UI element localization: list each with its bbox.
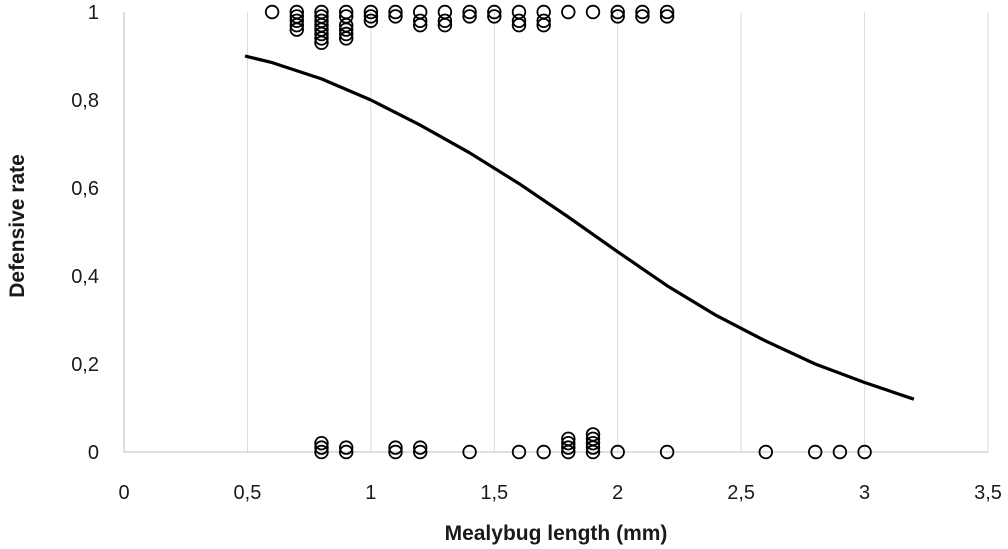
y-tick-label: 0,4 <box>71 266 99 288</box>
data-point <box>388 9 403 24</box>
data-point <box>635 9 650 24</box>
data-point <box>462 444 477 460</box>
data-point <box>511 18 527 33</box>
x-tick-label: 0 <box>118 482 129 504</box>
data-point <box>511 13 527 28</box>
data-point <box>264 4 280 20</box>
x-tick-label: 0,5 <box>234 482 262 504</box>
data-point <box>363 4 379 20</box>
x-axis-title: Mealybug length (mm) <box>445 522 668 545</box>
x-tick-label: 1,5 <box>480 482 508 504</box>
data-point <box>585 4 601 20</box>
data-point <box>536 18 551 33</box>
data-point <box>413 13 428 28</box>
gridlines <box>246 12 989 452</box>
data-point <box>808 444 823 460</box>
data-point <box>413 440 428 455</box>
data-point <box>339 26 354 42</box>
data-point <box>289 18 305 33</box>
data-point <box>536 444 551 460</box>
data-point <box>659 4 675 20</box>
data-point <box>585 444 601 460</box>
data-point <box>659 9 675 24</box>
data-point <box>437 13 453 28</box>
y-tick-label: 0,2 <box>71 354 99 376</box>
axes <box>123 12 988 453</box>
data-point <box>610 444 625 460</box>
tick-labels: 0 0,5 1 1,5 2 2,5 3 3,5 0 0,2 0,4 0,6 0,8 1 <box>71 2 1002 504</box>
data-point <box>832 444 848 460</box>
x-tick-label: 2,5 <box>727 482 755 504</box>
x-tick-label: 3 <box>859 482 870 504</box>
data-point <box>487 4 502 20</box>
data-point <box>314 440 329 455</box>
fitted-curve <box>244 54 915 401</box>
data-point <box>314 35 329 51</box>
data-point <box>536 13 551 28</box>
y-tick-label: 1 <box>88 2 99 24</box>
data-point <box>561 4 576 20</box>
data-points <box>264 4 872 460</box>
data-point <box>437 18 453 33</box>
logistic-curve-line <box>244 54 915 401</box>
data-point <box>339 31 354 46</box>
y-axis-title: Defensive rate <box>6 154 29 298</box>
data-point <box>363 13 379 28</box>
data-point <box>314 26 329 42</box>
data-point <box>339 444 354 460</box>
data-point <box>561 436 576 451</box>
data-point <box>339 440 354 455</box>
data-point <box>388 444 403 460</box>
data-point <box>585 436 601 451</box>
data-point <box>462 4 477 20</box>
data-point <box>314 436 329 451</box>
y-tick-label: 0,6 <box>71 178 99 200</box>
data-point <box>758 444 774 460</box>
data-point <box>388 4 403 20</box>
x-tick-label: 1 <box>365 482 376 504</box>
data-point <box>585 440 601 455</box>
data-point <box>659 444 675 460</box>
data-point <box>462 9 477 24</box>
data-point <box>289 13 305 28</box>
data-point <box>511 444 527 460</box>
data-point <box>339 22 354 37</box>
data-point <box>561 444 576 460</box>
data-point <box>635 4 650 20</box>
data-point <box>289 22 305 37</box>
x-tick-label: 2 <box>612 482 623 504</box>
data-point <box>857 444 872 460</box>
data-point <box>610 9 625 24</box>
data-point <box>487 9 502 24</box>
y-tick-label: 0,8 <box>71 90 99 112</box>
data-point <box>314 444 329 460</box>
data-point <box>388 440 403 455</box>
data-point <box>610 4 625 20</box>
x-tick-label: 3,5 <box>974 482 1002 504</box>
data-point <box>413 444 428 460</box>
data-point <box>363 9 379 24</box>
data-point <box>314 31 329 46</box>
y-tick-label: 0 <box>88 442 99 464</box>
data-point <box>413 18 428 33</box>
data-point <box>561 440 576 455</box>
